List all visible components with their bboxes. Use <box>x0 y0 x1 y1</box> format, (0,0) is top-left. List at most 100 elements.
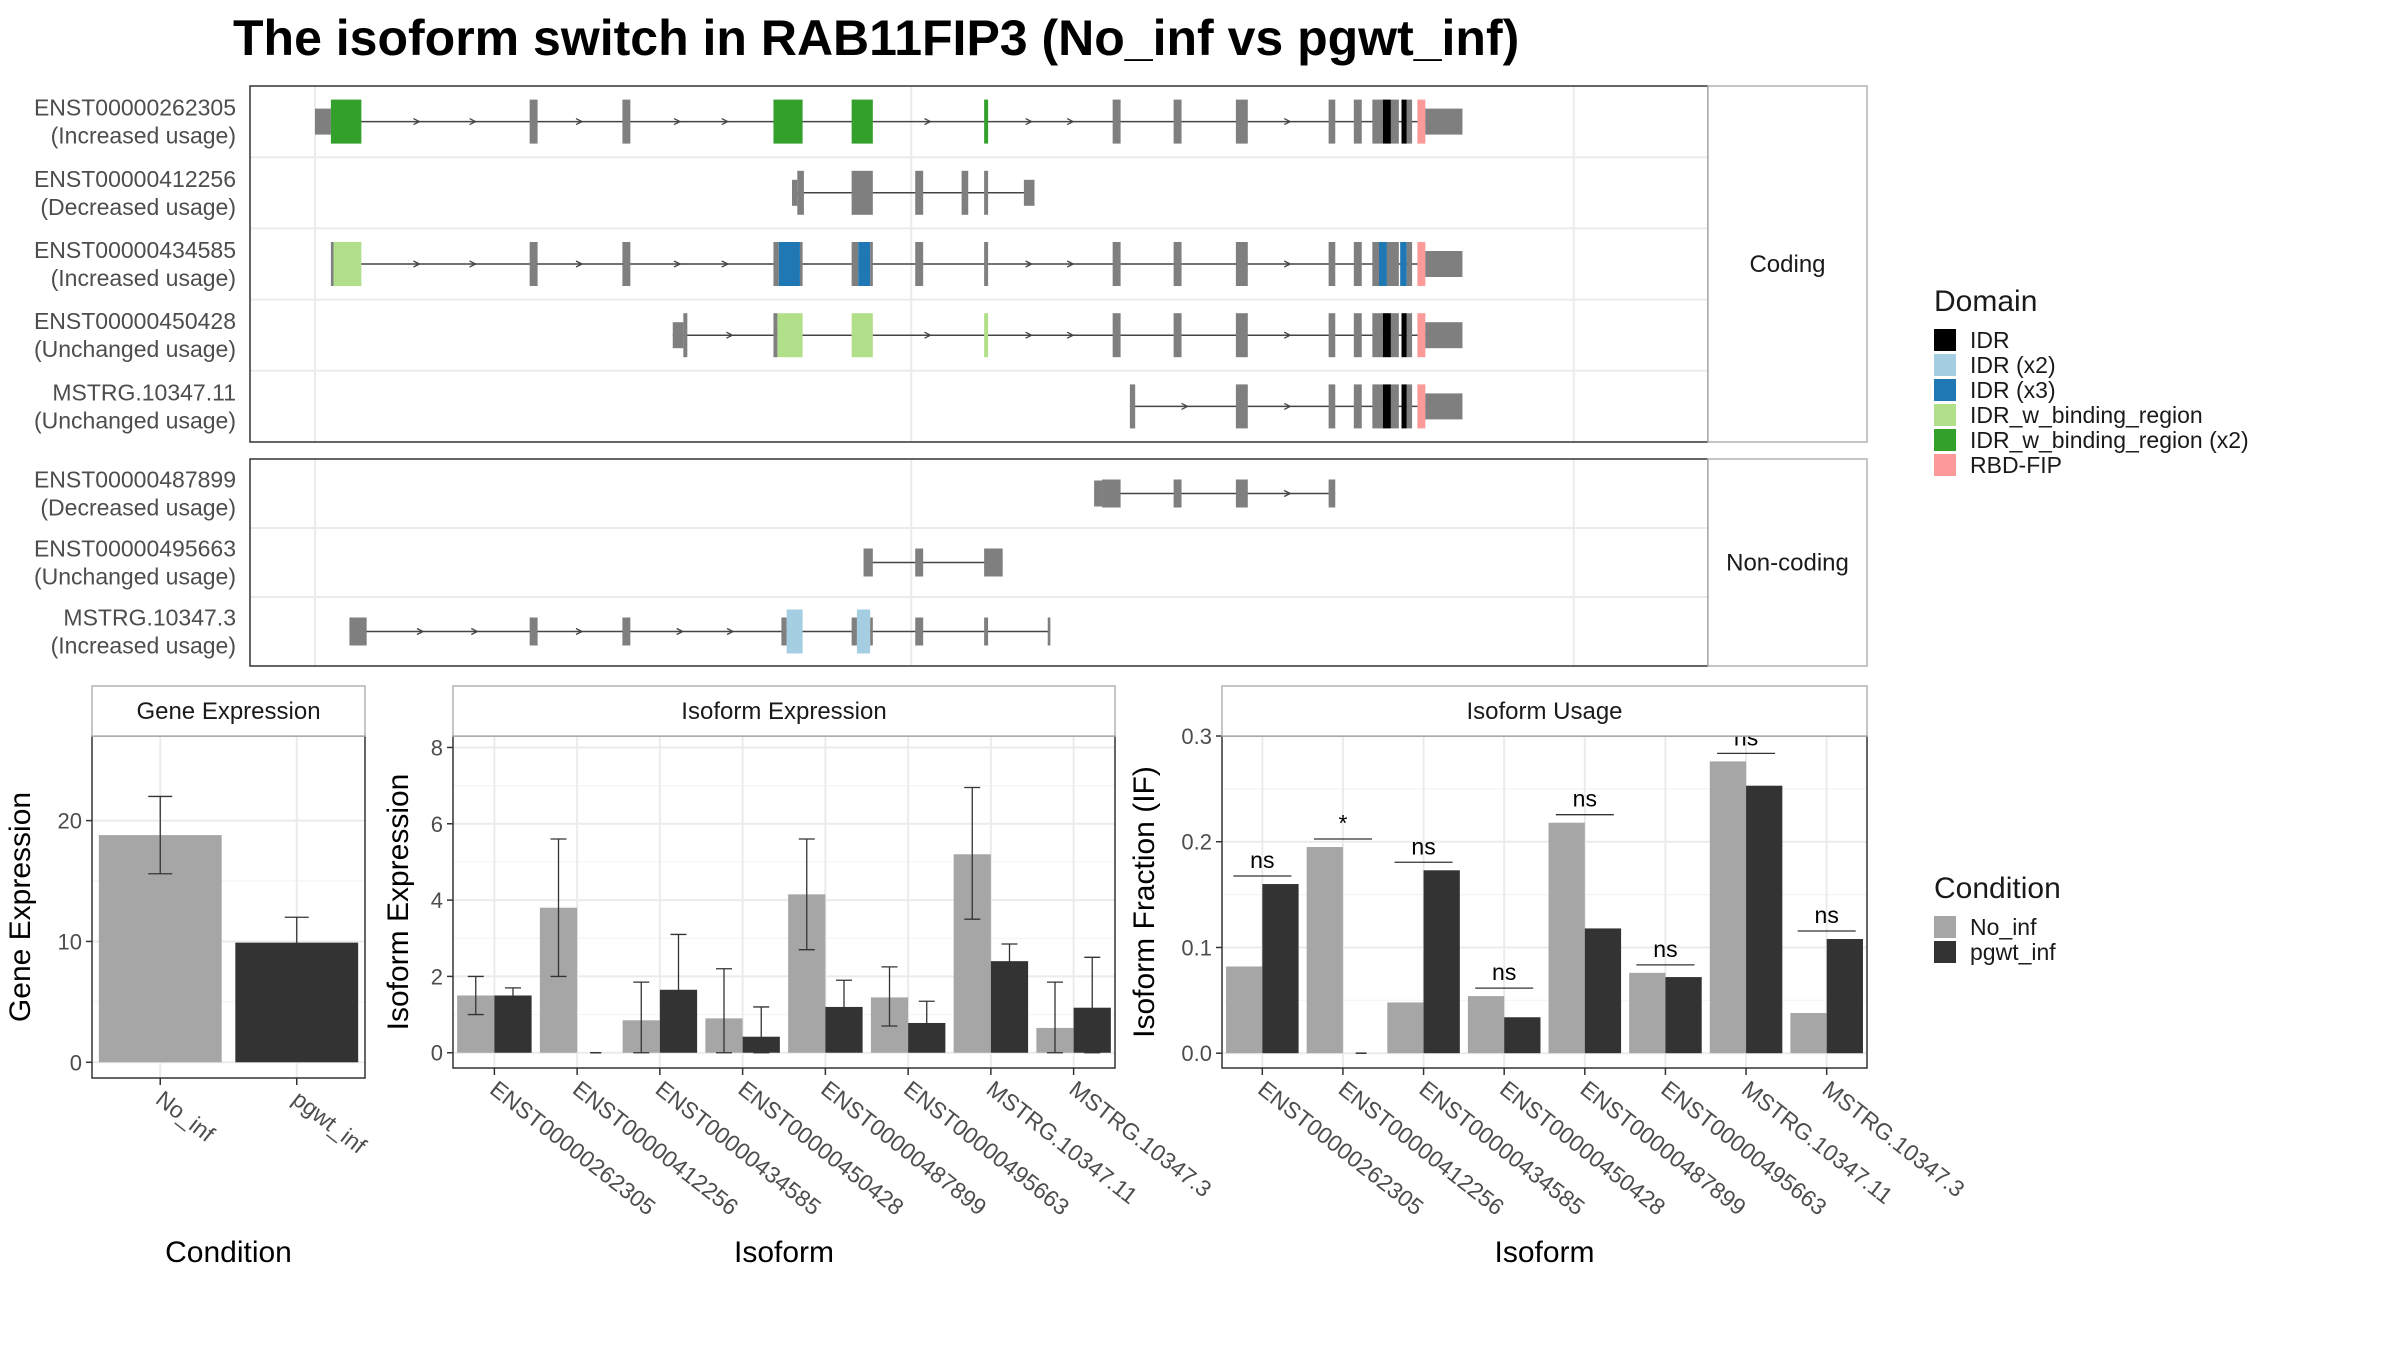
intron-direction-arrow <box>1066 118 1075 126</box>
exon-block <box>683 313 688 358</box>
exon-block <box>1372 99 1383 144</box>
transcript-id-label: MSTRG.10347.11 <box>52 379 236 405</box>
x-tick-label: MSTRG.10347.3 <box>1065 1075 1217 1202</box>
intron-direction-arrow <box>575 627 584 636</box>
domain-exon <box>778 242 800 286</box>
exon-block <box>1328 479 1336 508</box>
y-tick-label: 0.0 <box>1181 1041 1212 1066</box>
exon-block <box>1242 384 1248 429</box>
domain-exon <box>984 313 989 358</box>
isoform-usage-chart: 0.00.10.20.3ns*nsnsnsnsnsnsENST000002623… <box>1128 685 1970 1269</box>
exon-block <box>915 548 924 577</box>
transcript-id-label: ENST00000412256 <box>34 166 236 192</box>
exon-block <box>984 548 1003 577</box>
noncoding-strip-label: Non-coding <box>1726 550 1849 577</box>
intron-direction-arrow <box>721 260 730 268</box>
panel-strip-title: Isoform Usage <box>1466 698 1622 725</box>
bar-no_inf <box>1709 761 1747 1054</box>
exon-block <box>1173 242 1182 286</box>
condition-legend-swatch <box>1934 941 1956 963</box>
domain-exon <box>1382 384 1391 429</box>
domain-exon <box>1417 99 1426 144</box>
exon-block <box>1390 313 1399 358</box>
y-axis-title: Gene Expression <box>4 792 37 1022</box>
transcript-usage-label: (Decreased usage) <box>40 495 236 521</box>
y-axis-title: Isoform Expression <box>382 774 415 1031</box>
exon-block <box>330 242 334 286</box>
exon-block <box>1112 313 1121 358</box>
domain-exon <box>1417 384 1426 429</box>
intron-direction-arrow <box>575 260 584 268</box>
x-tick-label: pgwt_inf <box>288 1085 372 1159</box>
exon-block <box>1023 179 1035 206</box>
domain-legend-label: IDR (x3) <box>1970 377 2056 403</box>
exon-block <box>1235 479 1248 508</box>
domain-exon <box>777 313 803 358</box>
transcript-id-label: ENST00000434585 <box>34 237 236 263</box>
exon-block <box>1235 384 1243 429</box>
exon-block <box>1353 242 1362 286</box>
exon-block <box>1406 384 1413 429</box>
domain-exon <box>856 609 871 654</box>
domain-legend-swatch <box>1934 454 1956 476</box>
y-tick-label: 0.1 <box>1181 935 1212 960</box>
panel-strip-title: Gene Expression <box>136 698 320 725</box>
exon-block <box>1425 322 1463 349</box>
significance-label: ns <box>1411 833 1435 859</box>
intron-direction-arrow <box>924 118 932 126</box>
exon-block <box>870 242 873 286</box>
exon-block <box>1328 99 1336 144</box>
intron-direction-arrow <box>1066 260 1075 268</box>
y-axis-title: Isoform Fraction (IF) <box>1128 766 1161 1038</box>
bar-pgwt_inf <box>1746 785 1783 1054</box>
intron-direction-arrow <box>673 118 682 126</box>
significance-label: ns <box>1573 786 1597 812</box>
exon-block <box>773 242 779 286</box>
exon-block <box>622 99 631 144</box>
domain-legend-label: IDR (x2) <box>1970 352 2056 378</box>
domain-legend-label: IDR_w_binding_region <box>1970 402 2203 428</box>
transcript-id-label: ENST00000495663 <box>34 536 236 562</box>
exon-block <box>1372 242 1379 286</box>
exon-block <box>984 170 989 215</box>
bar-pgwt_inf <box>1504 1017 1541 1054</box>
exon-block <box>1353 384 1362 429</box>
domain-exon <box>1382 313 1391 358</box>
transcript-id-label: ENST00000262305 <box>34 95 236 121</box>
domain-exon <box>1417 313 1426 358</box>
y-tick-label: 6 <box>431 812 443 837</box>
exon-block <box>1173 479 1182 508</box>
exon-block <box>1406 242 1413 286</box>
bar-pgwt_inf <box>1584 928 1622 1054</box>
intron-direction-arrow <box>1283 260 1292 268</box>
domain-legend-swatch <box>1934 354 1956 376</box>
exon-block <box>1173 313 1182 358</box>
domain-legend-label: RBD-FIP <box>1970 452 2062 478</box>
exon-block <box>1112 99 1121 144</box>
bar-no_inf <box>1548 822 1585 1054</box>
intron-direction-arrow <box>726 627 735 636</box>
exon-block <box>1390 384 1399 429</box>
exon-block <box>1328 384 1336 429</box>
condition-legend-label: pgwt_inf <box>1970 939 2056 965</box>
exon-block <box>622 617 631 646</box>
exon-block <box>1328 313 1336 358</box>
domain-exon <box>773 99 803 144</box>
x-axis-title: Isoform <box>1494 1236 1594 1269</box>
y-tick-label: 0.2 <box>1181 830 1212 855</box>
y-tick-label: 10 <box>58 929 82 954</box>
y-tick-label: 4 <box>431 888 443 913</box>
exon-block <box>1406 313 1413 358</box>
bar-no_inf <box>1629 972 1666 1054</box>
domain-legend-swatch <box>1934 404 1956 426</box>
condition-legend-swatch <box>1934 916 1956 938</box>
x-tick-label: MSTRG.10347.11 <box>982 1075 1143 1209</box>
exon-block <box>1372 384 1383 429</box>
bar-pgwt_inf <box>1262 884 1299 1054</box>
exon-block <box>781 617 787 646</box>
exon-block <box>315 108 331 135</box>
bar-pgwt_inf <box>1665 977 1702 1054</box>
y-tick-label: 0 <box>431 1041 443 1066</box>
domain-legend-label: IDR_w_binding_region (x2) <box>1970 427 2249 453</box>
